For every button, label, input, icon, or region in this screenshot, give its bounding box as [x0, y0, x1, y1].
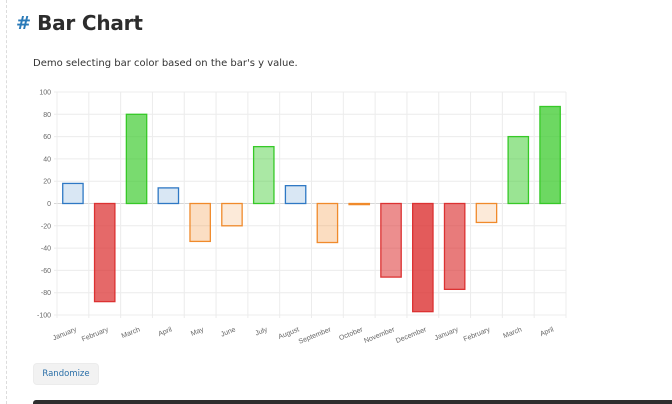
bar-15[interactable]: [507, 135, 530, 205]
x-tick-label: January: [52, 326, 78, 342]
x-tick-label: February: [81, 326, 110, 343]
x-tick-label: April: [157, 326, 173, 338]
y-tick-label: -40: [41, 246, 51, 253]
bar-11[interactable]: [380, 202, 402, 278]
bar-7[interactable]: [252, 145, 275, 205]
bar-8[interactable]: [284, 185, 307, 205]
x-tick-label: July: [254, 326, 269, 337]
x-tick-label: November: [363, 326, 396, 345]
x-tick-label: October: [338, 326, 364, 342]
bars: [62, 105, 561, 313]
y-tick-label: 40: [43, 156, 51, 163]
y-tick-label: 60: [43, 134, 51, 141]
y-axis-ticks: 100 80 60 40 20 0 -20 -40 -60 -80 -100: [37, 90, 51, 320]
x-axis-ticks: January February March April May June July Augu…: [52, 326, 555, 346]
y-tick-label: -60: [41, 268, 51, 275]
bar-3[interactable]: [125, 113, 148, 205]
bar-13[interactable]: [443, 202, 466, 291]
x-tick-label: April: [539, 326, 555, 338]
bar-2[interactable]: [93, 202, 116, 303]
x-tick-label: January: [434, 326, 460, 342]
chart-description: Demo selecting bar color based on the ba…: [33, 58, 298, 69]
title-row: # Bar Chart: [16, 9, 143, 37]
x-tick-label: February: [463, 326, 492, 343]
y-tick-label: -80: [41, 290, 51, 297]
x-tick-label: March: [502, 326, 523, 340]
bar-4[interactable]: [157, 187, 180, 205]
y-tick-label: 0: [47, 201, 51, 208]
bar-16[interactable]: [539, 105, 561, 205]
bar-6[interactable]: [221, 202, 243, 227]
x-tick-label: May: [190, 326, 205, 338]
x-tick-label: June: [220, 326, 237, 338]
bar-9[interactable]: [316, 202, 339, 244]
page-title: Bar Chart: [37, 11, 143, 35]
x-tick-label: September: [298, 326, 333, 346]
left-margin-rule: [6, 0, 7, 404]
y-tick-label: -100: [37, 313, 51, 320]
bar-14[interactable]: [475, 202, 498, 224]
bar-5[interactable]: [189, 202, 211, 243]
bar-10[interactable]: [348, 202, 371, 206]
y-tick-label: 80: [43, 112, 51, 119]
randomize-button[interactable]: Randomize: [33, 363, 99, 385]
y-tick-label: -20: [41, 223, 51, 230]
bar-12[interactable]: [412, 202, 434, 313]
x-tick-label: March: [121, 326, 142, 340]
y-tick-label: 20: [43, 179, 51, 186]
x-tick-label: December: [395, 326, 428, 345]
bottom-edge-bar: [33, 400, 672, 404]
anchor-hash-link[interactable]: #: [16, 12, 32, 34]
bar-1[interactable]: [62, 182, 84, 205]
y-tick-label: 100: [39, 90, 51, 97]
